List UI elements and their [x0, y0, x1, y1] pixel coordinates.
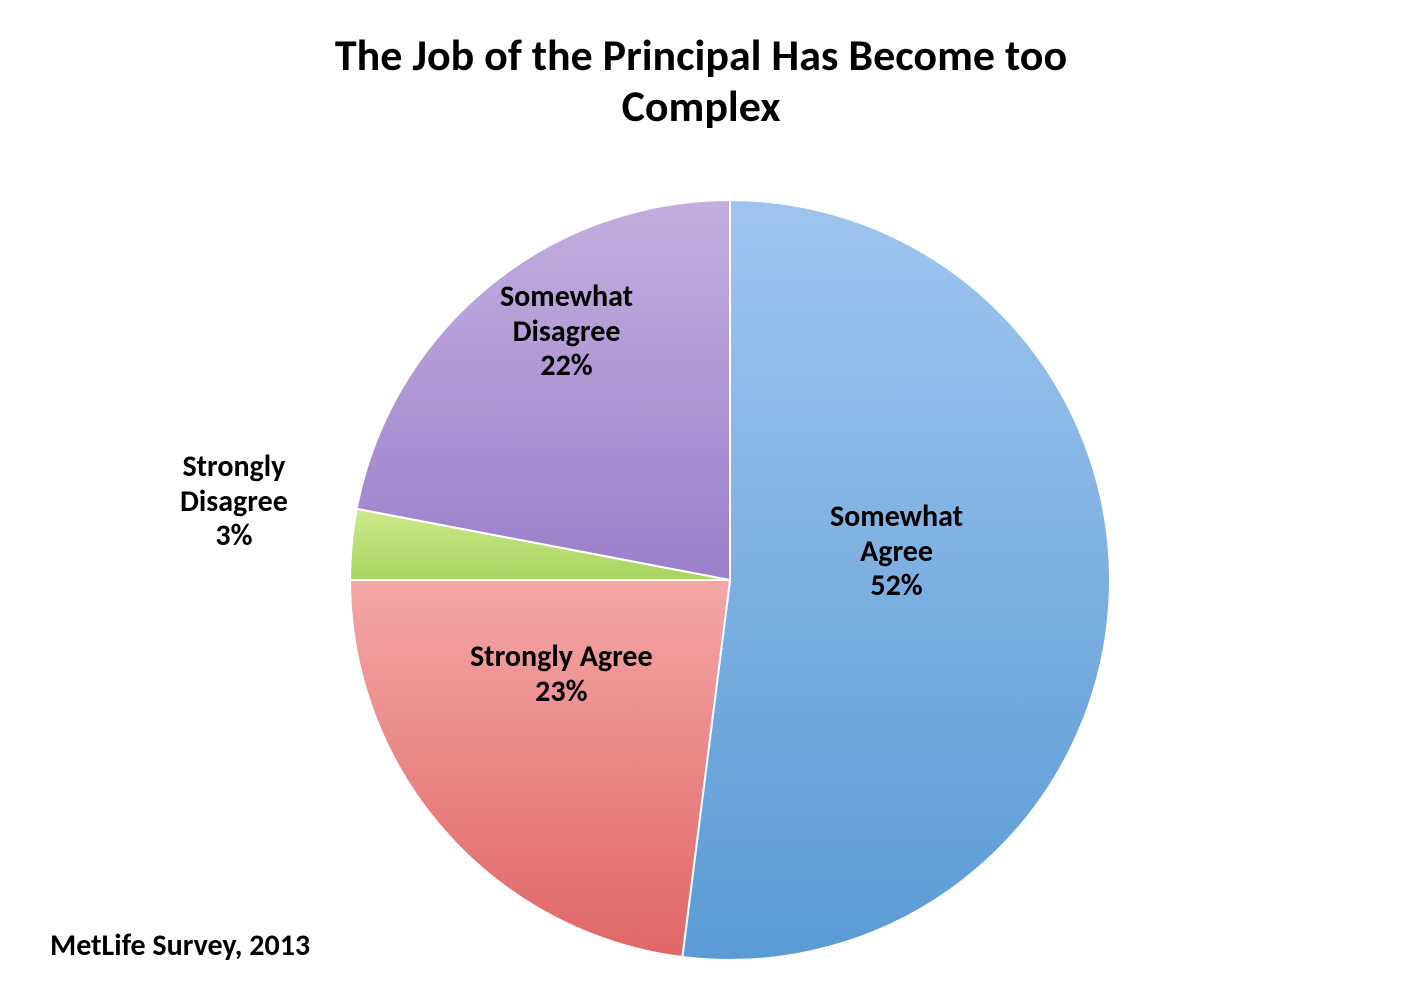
- slice-label-somewhat-agree: Somewhat Agree 52%: [830, 500, 963, 604]
- slice-label-strongly-disagree: Strongly Disagree 3%: [180, 450, 288, 554]
- slice-label-somewhat-disagree: Somewhat Disagree 22%: [500, 280, 633, 384]
- source-caption: MetLife Survey, 2013: [50, 927, 310, 964]
- pie-slice-strongly-agree: [350, 580, 730, 957]
- slice-label-strongly-agree: Strongly Agree 23%: [470, 640, 653, 709]
- pie-chart-container: The Job of the Principal Has Become too …: [0, 0, 1402, 1004]
